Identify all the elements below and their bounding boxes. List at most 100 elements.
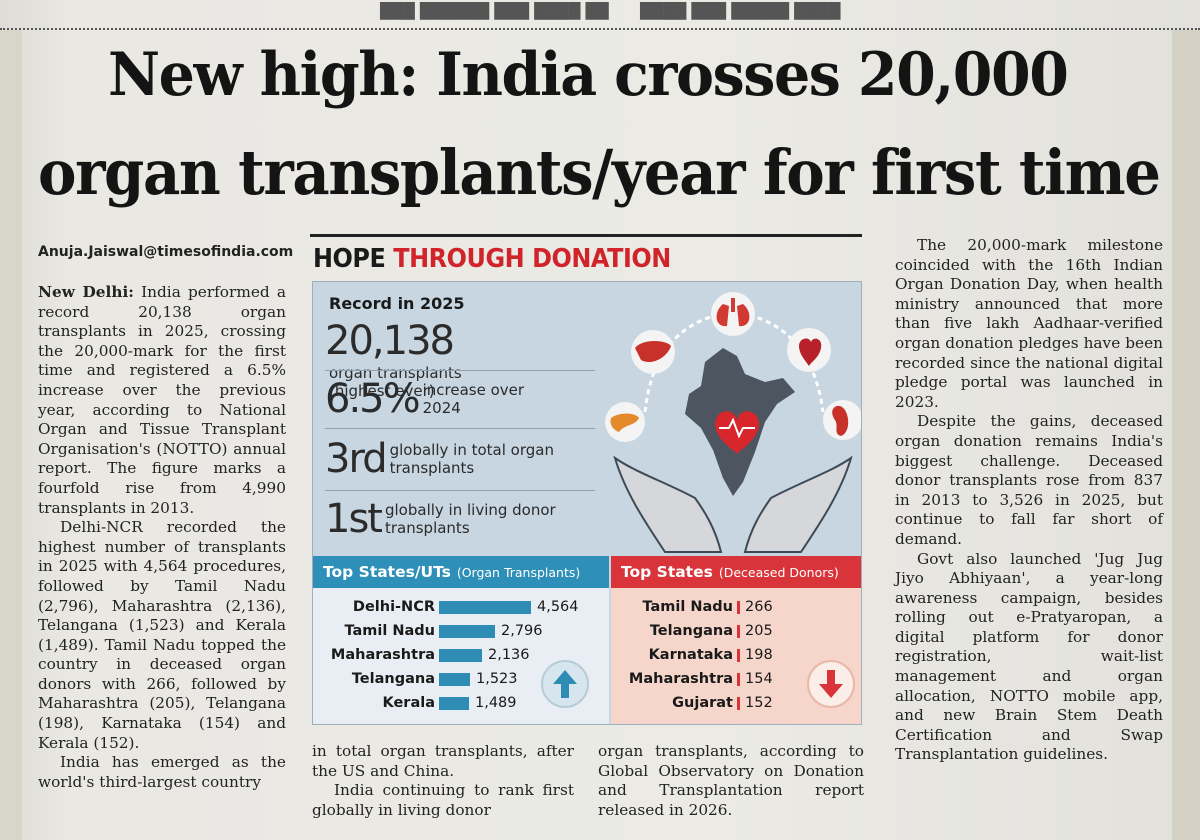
transplant-bar xyxy=(439,601,531,614)
paragraph: Delhi-NCR recorded the highest number of… xyxy=(38,518,286,752)
donor-marker xyxy=(737,649,740,662)
kidney-icon xyxy=(823,400,861,440)
table-title: Top States xyxy=(621,563,713,581)
stat-item: 1st globally in living donor transplants xyxy=(325,496,575,542)
paragraph: Govt also launched 'Jug Jug Jiyo Abhiyaa… xyxy=(895,549,1163,764)
donor-marker xyxy=(737,673,740,686)
divider xyxy=(325,428,595,429)
stat-item: 6.5% increase over 2024 xyxy=(325,376,533,422)
liver-icon xyxy=(631,330,675,374)
stat-description: globally in living donor transplants xyxy=(384,501,556,537)
stats-heading: Record in 2025 xyxy=(329,294,465,313)
transplant-bar xyxy=(439,673,470,686)
dateline: New Delhi: xyxy=(38,283,134,301)
arrow-down-icon xyxy=(807,660,855,708)
article-column-3: organ transplants, according to Global O… xyxy=(598,742,864,820)
top-states-deceased-donors-table: Top States (Deceased Donors) Tamil Nadu 2… xyxy=(611,556,861,724)
table-row: Kerala 1,489 xyxy=(313,692,609,714)
paragraph-text: India performed a record 20,138 organ tr… xyxy=(38,283,286,517)
stat-item: 20,138organ transplants (highest ever) xyxy=(325,318,605,400)
table-row: Telangana 205 xyxy=(611,620,861,642)
state-name: Delhi-NCR xyxy=(352,599,435,615)
heart-icon xyxy=(787,328,831,372)
table-row: Maharashtra 2,136 xyxy=(313,644,609,666)
headline-line-2: organ transplants/year for first time xyxy=(38,136,1161,209)
table-heading: Top States (Deceased Donors) xyxy=(611,556,861,588)
stat-value: 20,138 xyxy=(325,318,455,364)
state-tables: Top States/UTs (Organ Transplants) Delhi-… xyxy=(313,556,861,724)
paragraph: Despite the gains, deceased organ donati… xyxy=(895,412,1163,548)
transplant-bar xyxy=(439,697,469,710)
byline: Anuja.Jaiswal@timesofindia.com xyxy=(38,244,294,260)
table-subtitle: (Organ Transplants) xyxy=(456,565,581,580)
stat-value: 6.5% xyxy=(325,376,421,422)
paragraph: New Delhi: India performed a record 20,1… xyxy=(38,283,286,518)
donor-marker xyxy=(737,697,740,710)
headline-line-1: New high: India crosses 20,000 xyxy=(108,40,1069,110)
india-map-icon xyxy=(685,348,795,496)
hands-icon xyxy=(613,455,853,553)
article-column-4: The 20,000-mark milestone coincided with… xyxy=(895,236,1163,765)
table-row: Delhi-NCR 4,564 xyxy=(313,596,609,618)
divider xyxy=(325,490,595,491)
arrow-up-icon xyxy=(541,660,589,708)
donor-marker xyxy=(737,625,740,638)
article-column-1: New Delhi: India performed a record 20,1… xyxy=(38,283,286,792)
pancreas-icon xyxy=(605,402,645,442)
state-name: Maharashtra xyxy=(628,671,733,687)
transplant-bar xyxy=(439,625,495,638)
donor-count: 152 xyxy=(745,695,773,711)
donor-count: 205 xyxy=(745,623,773,639)
transplant-count: 1,523 xyxy=(476,671,518,687)
state-name: Tamil Nadu xyxy=(642,599,733,615)
paragraph: organ transplants, according to Global O… xyxy=(598,742,864,819)
donor-count: 266 xyxy=(745,599,773,615)
stat-description: organ transplants (highest ever) xyxy=(329,364,462,400)
state-name: Telangana xyxy=(649,623,733,639)
infographic-top-rule xyxy=(310,234,862,237)
adjacent-column-right xyxy=(1172,30,1200,840)
stat-description: globally in total organ transplants xyxy=(389,441,554,477)
paragraph: The 20,000-mark milestone coincided with… xyxy=(895,236,1163,411)
table-row: Maharashtra 154 xyxy=(611,668,861,690)
top-clipped-text-strip: ███ ██████ ███ ████ ██ ████ ███ █████ ██… xyxy=(0,0,1200,30)
infographic-title: HOPE THROUGH DONATION xyxy=(313,244,671,274)
paragraph: in total organ transplants, after the US… xyxy=(312,742,574,780)
table-row: Tamil Nadu 266 xyxy=(611,596,861,618)
table-row: Tamil Nadu 2,796 xyxy=(313,620,609,642)
table-row: Gujarat 152 xyxy=(611,692,861,714)
state-name: Tamil Nadu xyxy=(344,623,435,639)
state-name: Telangana xyxy=(351,671,435,687)
state-name: Gujarat xyxy=(672,695,733,711)
transplant-count: 2,796 xyxy=(501,623,543,639)
clipped-text-fragment: ████ ███ █████ ████ xyxy=(640,2,841,20)
organ-donation-illustration xyxy=(605,292,861,553)
heartbeat-line xyxy=(719,417,755,439)
clipped-text-fragment: ███ ██████ ███ ████ ██ xyxy=(380,2,609,20)
transplant-count: 1,489 xyxy=(475,695,517,711)
top-states-transplants-table: Top States/UTs (Organ Transplants) Delhi-… xyxy=(313,556,609,724)
divider xyxy=(325,370,595,371)
adjacent-column-left xyxy=(0,30,22,840)
infographic: Record in 2025 20,138organ transplants (… xyxy=(312,281,862,725)
stat-item: 3rd globally in total organ transplants xyxy=(325,436,580,482)
transplant-count: 4,564 xyxy=(537,599,579,615)
lungs-icon xyxy=(711,292,755,336)
transplant-bar xyxy=(439,649,482,662)
state-name: Maharashtra xyxy=(330,647,435,663)
article-column-2: in total organ transplants, after the US… xyxy=(312,742,574,820)
stat-value: 1st xyxy=(325,496,383,542)
stat-value: 3rd xyxy=(325,436,388,482)
transplant-count: 2,136 xyxy=(488,647,530,663)
state-name: Kerala xyxy=(382,695,435,711)
infographic-title-part: THROUGH DONATION xyxy=(393,244,671,274)
donor-count: 154 xyxy=(745,671,773,687)
paragraph: India has emerged as the world's third-l… xyxy=(38,753,286,791)
paragraph: India continuing to rank first globally … xyxy=(312,781,574,819)
state-name: Karnataka xyxy=(648,647,733,663)
table-row: Karnataka 198 xyxy=(611,644,861,666)
stats-panel: Record in 2025 20,138organ transplants (… xyxy=(313,282,605,556)
donor-marker xyxy=(737,601,740,614)
table-row: Telangana 1,523 xyxy=(313,668,609,690)
